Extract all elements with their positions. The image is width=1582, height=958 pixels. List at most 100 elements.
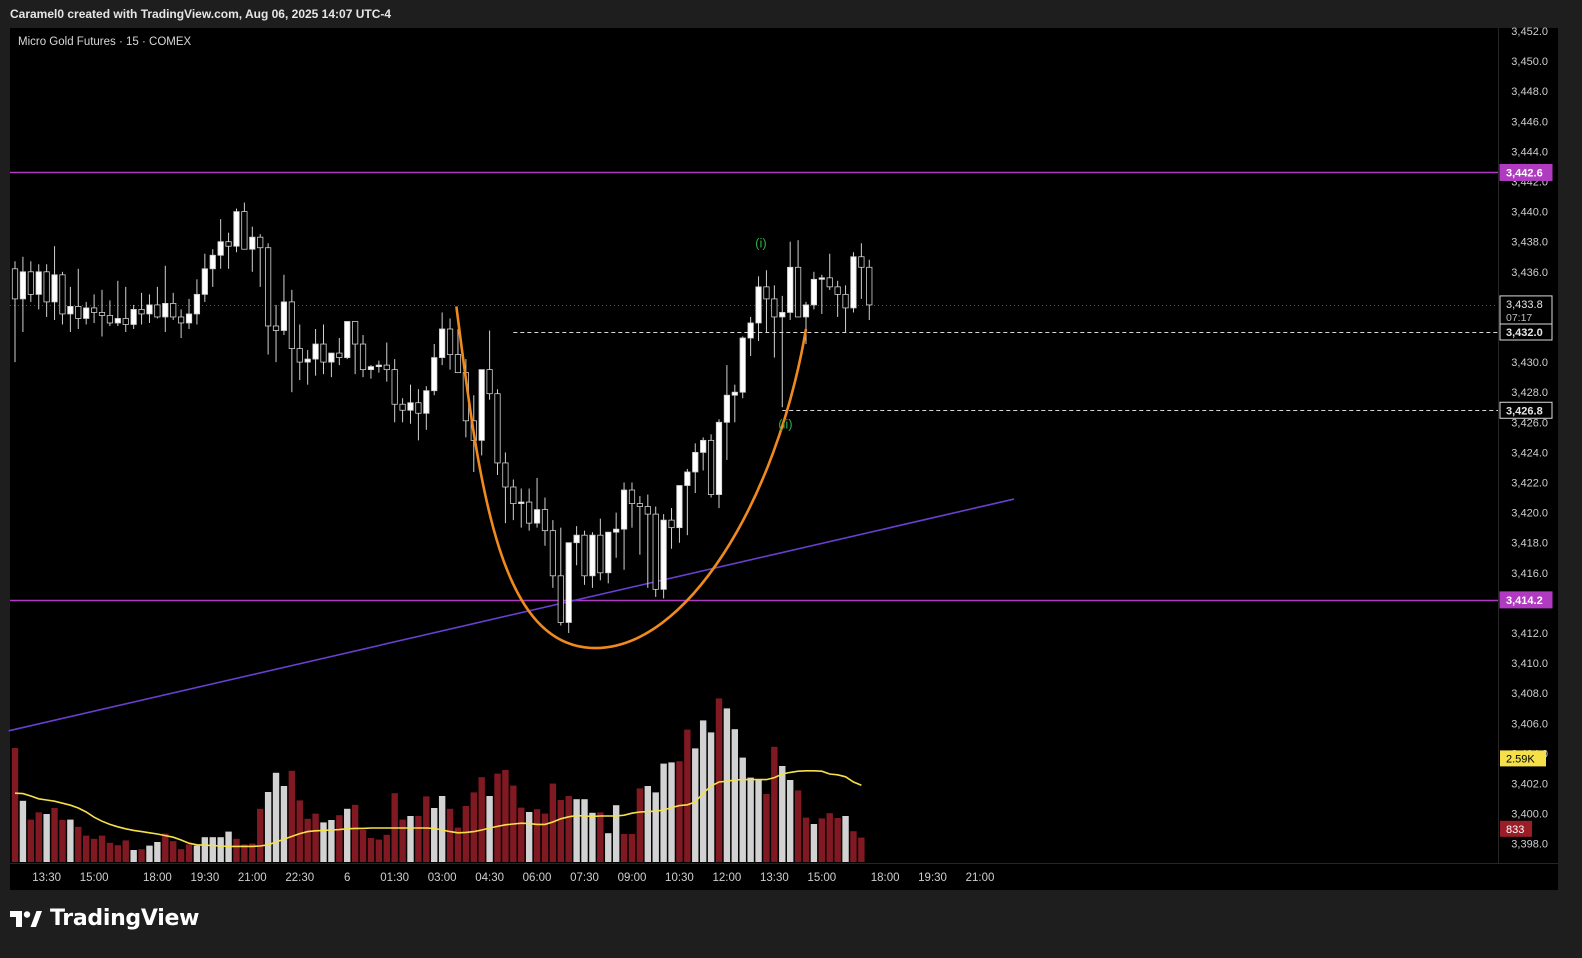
candle-body xyxy=(565,542,572,623)
volume-bar xyxy=(620,834,628,862)
volume-bar xyxy=(241,844,248,862)
chart-panel-background xyxy=(10,28,1558,890)
volume-bar xyxy=(90,838,98,862)
time-tick-label: 19:30 xyxy=(918,872,947,884)
volume-bar xyxy=(478,777,485,862)
candle-body xyxy=(193,293,201,315)
time-tick-label: 06:00 xyxy=(523,872,552,884)
price-badge-resistance: 3,442.6 xyxy=(1499,163,1553,181)
time-tick-label: 18:00 xyxy=(143,872,172,884)
candle xyxy=(304,350,311,385)
candle xyxy=(684,468,691,536)
volume-bar xyxy=(82,835,90,862)
price-badge-resistance-text: 3,442.6 xyxy=(1506,167,1543,179)
price-tick-label: 3,424.0 xyxy=(1511,447,1548,459)
trendline-path xyxy=(8,498,1015,732)
candle xyxy=(336,338,343,366)
candle xyxy=(383,342,390,382)
time-tick-label: 13:30 xyxy=(760,872,789,884)
candle-body xyxy=(446,328,454,355)
volume-bar xyxy=(684,729,691,862)
volume-bar xyxy=(739,757,746,862)
volume-bar xyxy=(636,788,644,862)
candle-body xyxy=(154,304,161,318)
footer-logo[interactable]: TradingView xyxy=(10,906,199,931)
candle-body xyxy=(541,509,549,532)
volume-bar xyxy=(106,842,114,862)
candle-body xyxy=(344,321,351,358)
candle-body xyxy=(178,316,185,324)
candle xyxy=(59,271,66,325)
volume-bar xyxy=(573,799,580,862)
candle-body xyxy=(217,241,224,256)
volume-bar xyxy=(320,822,327,862)
candle xyxy=(272,304,280,363)
candle xyxy=(715,419,723,509)
trendline-drawing[interactable] xyxy=(8,498,1015,732)
candle xyxy=(138,292,145,325)
volume-bar xyxy=(755,779,762,862)
candle-body xyxy=(257,236,264,249)
volume-bar xyxy=(209,837,216,862)
time-tick-label: 07:30 xyxy=(570,872,599,884)
candle-body xyxy=(146,304,153,315)
volume-bar xyxy=(130,850,137,862)
volume-bar xyxy=(122,840,129,862)
candle-body xyxy=(518,501,525,504)
volume-bar xyxy=(644,786,651,862)
candle-body xyxy=(130,309,137,325)
candle xyxy=(146,294,153,323)
candle-body xyxy=(747,322,754,339)
candle-body xyxy=(502,462,509,488)
time-tick-label: 21:00 xyxy=(966,872,995,884)
candle xyxy=(597,518,604,581)
volume-bar xyxy=(423,796,430,862)
candle xyxy=(423,386,430,430)
time-tick-label: 15:00 xyxy=(80,872,109,884)
volume-bar xyxy=(288,770,296,862)
volume-bar xyxy=(138,849,145,862)
volume-bar xyxy=(257,808,264,862)
cup-curve-drawing[interactable] xyxy=(455,306,808,650)
candle xyxy=(296,324,303,381)
candle xyxy=(763,270,770,332)
candle-body xyxy=(787,266,794,313)
volume-bar xyxy=(763,794,770,862)
candle-body xyxy=(59,274,66,315)
volume-bar xyxy=(652,792,659,862)
price-tick-label: 3,398.0 xyxy=(1511,839,1548,851)
candle xyxy=(707,434,715,498)
candlesticks[interactable] xyxy=(11,202,873,633)
candle xyxy=(51,246,58,320)
volume-bar xyxy=(454,827,462,862)
candle xyxy=(486,330,493,400)
volume-bar xyxy=(850,831,857,862)
candle-body xyxy=(700,439,707,453)
candle-body xyxy=(272,325,280,331)
time-axis[interactable]: 13:30 15:00 18:00 19:30 21:00 22:30 6 01:30 03:0… xyxy=(32,872,994,884)
time-tick-label: 22:30 xyxy=(285,872,314,884)
candle-body xyxy=(399,403,406,411)
volume-bar xyxy=(605,833,612,862)
volume-bar xyxy=(51,808,58,862)
candle-body xyxy=(106,315,114,324)
volume-bar xyxy=(177,849,185,862)
candle-body xyxy=(818,277,825,280)
candle-body xyxy=(407,402,414,411)
volume-bar xyxy=(612,805,620,862)
time-tick-label: 6 xyxy=(344,872,350,884)
candle-body xyxy=(692,451,699,473)
price-badge-dashed-lower-box xyxy=(1499,401,1553,419)
time-tick-label: 03:00 xyxy=(428,872,457,884)
candle xyxy=(257,234,264,287)
candle-body xyxy=(597,534,604,574)
candle xyxy=(826,253,833,290)
candle xyxy=(35,264,42,310)
candle-body xyxy=(312,343,319,360)
candle xyxy=(692,443,699,494)
candle-body xyxy=(794,266,802,318)
volume-bar xyxy=(359,830,367,862)
candle-body xyxy=(684,471,691,486)
candle-body xyxy=(83,307,90,319)
